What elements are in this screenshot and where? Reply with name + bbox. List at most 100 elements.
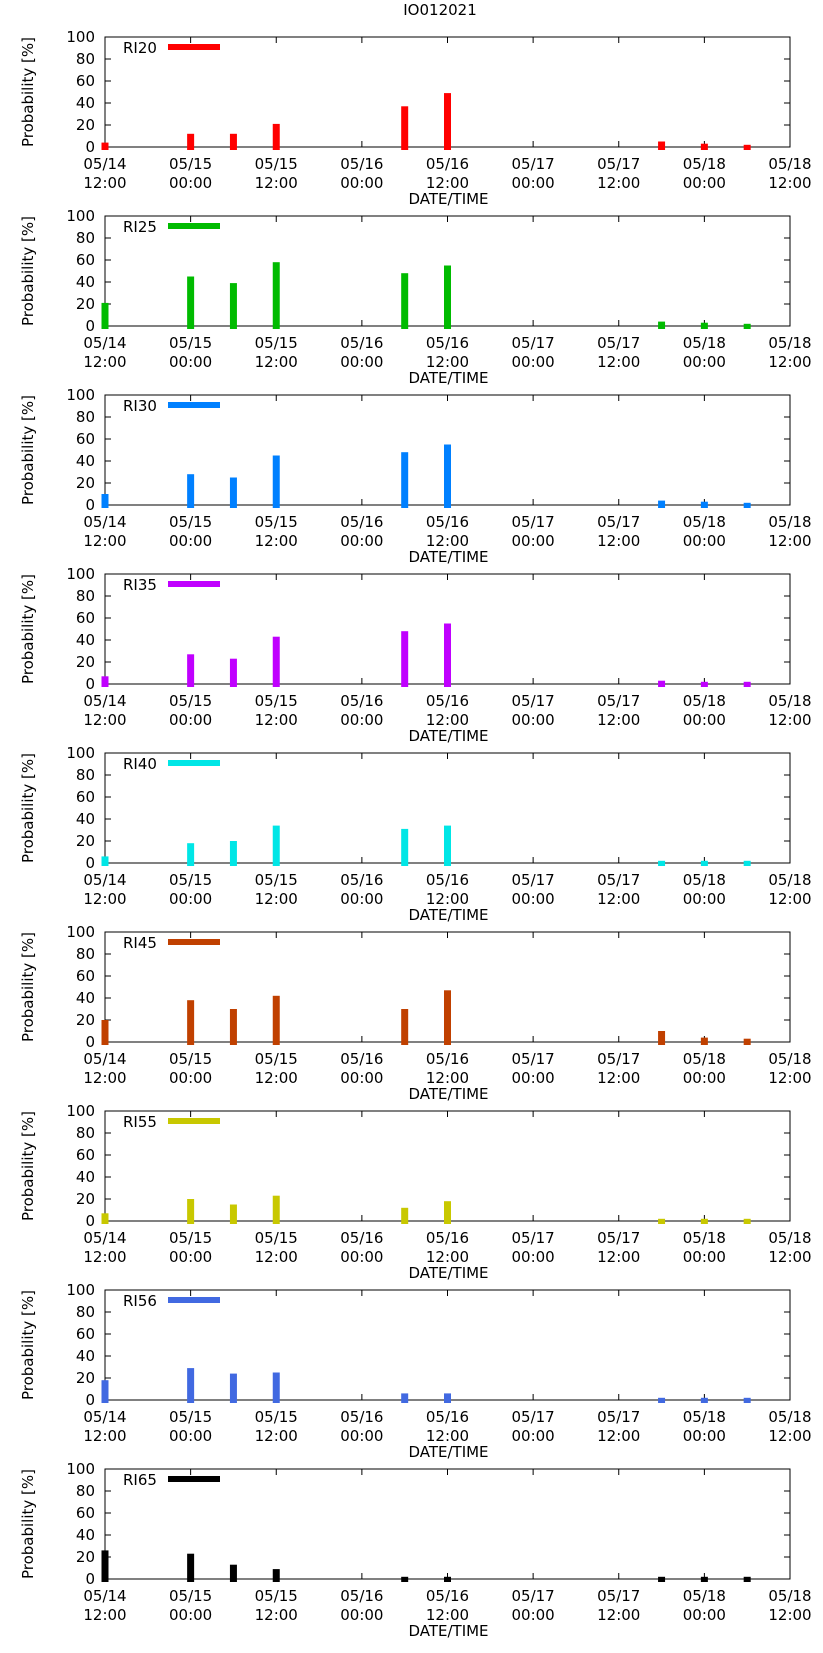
- bar-ri56-6: [658, 1397, 666, 1403]
- x-tick-label-time: 12:00: [255, 174, 298, 192]
- y-tick-label: 20: [76, 653, 95, 671]
- x-tick-label-time: 00:00: [512, 1069, 555, 1087]
- x-tick-label-time: 12:00: [83, 532, 126, 550]
- x-tick-label-time: 12:00: [426, 1427, 469, 1445]
- bar-ri65-8: [743, 1576, 751, 1582]
- x-tick-label-date: 05/14: [83, 1408, 126, 1426]
- chart-panel-ri20: 02040608010005/1412:0005/1500:0005/1512:…: [19, 28, 812, 208]
- bar-ri35-6: [658, 680, 666, 687]
- x-tick-label-time: 12:00: [255, 1069, 298, 1087]
- bar-ri40-3: [272, 825, 280, 866]
- y-tick-label: 100: [66, 28, 95, 46]
- bar-ri30-8: [743, 502, 751, 508]
- x-axis-label: DATE/TIME: [408, 548, 488, 566]
- x-tick-label-date: 05/18: [683, 692, 726, 710]
- bar-ri40-7: [700, 860, 708, 866]
- legend-swatch: [168, 760, 220, 766]
- bar-ri56-3: [272, 1372, 280, 1403]
- x-tick-label-date: 05/14: [83, 871, 126, 889]
- x-tick-label-time: 00:00: [512, 532, 555, 550]
- bar-ri45-1: [187, 1000, 195, 1045]
- x-tick-label-date: 05/14: [83, 1587, 126, 1605]
- bar-ri55-3: [272, 1195, 280, 1224]
- bar-ri55-5: [444, 1201, 451, 1224]
- y-tick-label: 80: [76, 766, 95, 784]
- bar-ri56-4: [401, 1393, 409, 1403]
- bar-ri20-6: [658, 141, 666, 150]
- x-tick-label-time: 12:00: [255, 353, 298, 371]
- bar-ri20-7: [700, 143, 708, 150]
- x-tick-label-date: 05/17: [512, 1229, 555, 1247]
- x-tick-label-time: 12:00: [426, 1248, 469, 1266]
- x-tick-label-time: 12:00: [597, 1248, 640, 1266]
- y-tick-label: 20: [76, 1011, 95, 1029]
- bar-ri35-2: [229, 658, 237, 687]
- x-tick-label-date: 05/17: [597, 513, 640, 531]
- legend-swatch: [168, 223, 220, 229]
- plot-frame: [104, 1468, 791, 1580]
- x-tick-label-date: 05/16: [426, 155, 469, 173]
- x-tick-label-time: 12:00: [597, 353, 640, 371]
- x-tick-label-time: 12:00: [83, 711, 126, 729]
- y-tick-label: 0: [85, 675, 95, 693]
- x-tick-label-date: 05/17: [512, 692, 555, 710]
- chart-panel-ri25: 02040608010005/1412:0005/1500:0005/1512:…: [19, 207, 812, 387]
- x-tick-label-date: 05/15: [255, 155, 298, 173]
- bar-ri35-1: [187, 654, 195, 687]
- y-tick-label: 60: [76, 251, 95, 269]
- y-tick-label: 40: [76, 1526, 95, 1544]
- legend-label: RI25: [123, 218, 157, 236]
- x-tick-label-date: 05/18: [768, 871, 811, 889]
- x-tick-label-time: 00:00: [169, 1427, 212, 1445]
- x-tick-label-time: 00:00: [683, 174, 726, 192]
- x-tick-label-date: 05/15: [169, 692, 212, 710]
- x-tick-label-time: 12:00: [426, 174, 469, 192]
- x-axis-label: DATE/TIME: [408, 727, 488, 745]
- y-tick-label: 40: [76, 94, 95, 112]
- bar-ri56-2: [229, 1373, 237, 1403]
- y-tick-label: 80: [76, 1482, 95, 1500]
- bar-ri30-4: [401, 452, 409, 508]
- x-tick-label-date: 05/16: [426, 1229, 469, 1247]
- bar-ri45-2: [229, 1009, 237, 1045]
- y-axis-label: Probability [%]: [19, 574, 37, 684]
- x-tick-label-date: 05/18: [683, 513, 726, 531]
- x-tick-label-time: 12:00: [597, 1427, 640, 1445]
- bar-ri45-7: [700, 1037, 708, 1045]
- x-tick-label-date: 05/15: [169, 155, 212, 173]
- bar-ri25-8: [743, 323, 751, 329]
- legend-swatch: [168, 44, 220, 50]
- x-tick-label-time: 12:00: [768, 353, 811, 371]
- x-tick-label-date: 05/16: [340, 1408, 383, 1426]
- x-tick-label-time: 12:00: [768, 890, 811, 908]
- bar-ri45-0: [101, 1020, 109, 1045]
- bar-ri65-2: [229, 1564, 237, 1582]
- x-tick-label-time: 12:00: [255, 890, 298, 908]
- x-tick-label-time: 00:00: [683, 890, 726, 908]
- x-tick-label-time: 12:00: [426, 1606, 469, 1624]
- bar-ri55-1: [187, 1199, 195, 1224]
- y-axis-label: Probability [%]: [19, 216, 37, 326]
- x-tick-label-time: 12:00: [768, 1069, 811, 1087]
- y-tick-label: 80: [76, 50, 95, 68]
- x-tick-label-time: 00:00: [169, 890, 212, 908]
- x-tick-label-time: 12:00: [83, 1427, 126, 1445]
- x-tick-label-date: 05/18: [683, 155, 726, 173]
- x-axis-label: DATE/TIME: [408, 190, 488, 208]
- x-tick-label-date: 05/18: [683, 1229, 726, 1247]
- bar-ri40-0: [101, 856, 109, 866]
- y-tick-label: 40: [76, 1168, 95, 1186]
- bar-ri55-6: [658, 1218, 666, 1224]
- x-tick-label-date: 05/15: [169, 1229, 212, 1247]
- x-tick-label-date: 05/17: [512, 334, 555, 352]
- y-tick-label: 80: [76, 1303, 95, 1321]
- bar-ri45-8: [743, 1038, 751, 1045]
- x-tick-label-date: 05/16: [340, 155, 383, 173]
- x-tick-label-time: 00:00: [340, 890, 383, 908]
- bar-ri40-6: [658, 860, 666, 866]
- x-tick-label-date: 05/16: [426, 692, 469, 710]
- x-tick-label-date: 05/18: [683, 871, 726, 889]
- x-tick-label-time: 12:00: [597, 1069, 640, 1087]
- x-axis-label: DATE/TIME: [408, 1264, 488, 1282]
- x-tick-label-time: 12:00: [83, 1606, 126, 1624]
